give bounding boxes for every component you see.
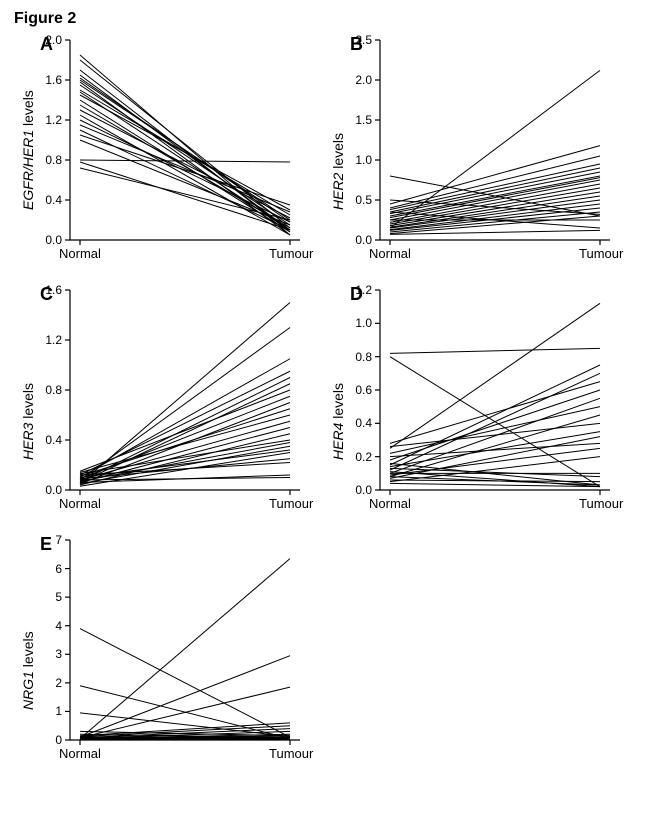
panel-C: CHER3 levels0.00.40.81.21.6NormalTumour bbox=[70, 290, 300, 490]
y-tick-label: 3 bbox=[22, 647, 62, 661]
x-tick-label: Tumour bbox=[269, 246, 313, 261]
figure-container: { "figure_title": "Figure 2", "global": … bbox=[0, 0, 652, 822]
y-tick-label: 0.2 bbox=[332, 450, 372, 464]
plot-area bbox=[70, 540, 300, 740]
y-tick-label: 1.0 bbox=[332, 316, 372, 330]
y-tick-label: 0.5 bbox=[332, 193, 372, 207]
x-tick-label: Tumour bbox=[579, 246, 623, 261]
data-line bbox=[80, 384, 290, 483]
y-tick-label: 1.2 bbox=[332, 283, 372, 297]
y-tick-label: 0.8 bbox=[22, 153, 62, 167]
x-tick-label: Normal bbox=[59, 246, 101, 261]
figure-title: Figure 2 bbox=[14, 10, 76, 28]
y-tick-label: 0.8 bbox=[22, 383, 62, 397]
y-tick-label: 1.6 bbox=[22, 283, 62, 297]
panel-D: DHER4 levels0.00.20.40.60.81.01.2NormalT… bbox=[380, 290, 610, 490]
y-tick-label: 1.6 bbox=[22, 73, 62, 87]
data-line bbox=[80, 559, 290, 739]
x-tick-label: Tumour bbox=[269, 496, 313, 511]
x-tick-label: Normal bbox=[369, 496, 411, 511]
plot-area bbox=[380, 40, 610, 240]
data-line bbox=[80, 421, 290, 480]
y-tick-label: 1.2 bbox=[22, 113, 62, 127]
y-tick-label: 0.4 bbox=[22, 433, 62, 447]
y-tick-label: 1 bbox=[22, 704, 62, 718]
y-tick-label: 2.0 bbox=[332, 73, 372, 87]
data-line bbox=[390, 348, 600, 353]
data-line bbox=[390, 382, 600, 444]
data-line bbox=[80, 428, 290, 483]
y-tick-label: 0.0 bbox=[22, 233, 62, 247]
y-tick-label: 0 bbox=[22, 733, 62, 747]
y-tick-label: 0.4 bbox=[332, 416, 372, 430]
x-tick-label: Tumour bbox=[579, 496, 623, 511]
data-line bbox=[80, 110, 290, 218]
data-line bbox=[390, 212, 600, 232]
data-line bbox=[80, 125, 290, 212]
y-tick-label: 7 bbox=[22, 533, 62, 547]
y-tick-label: 0.0 bbox=[332, 233, 372, 247]
data-line bbox=[80, 70, 290, 232]
data-line bbox=[390, 192, 600, 226]
data-line bbox=[80, 60, 290, 228]
x-tick-label: Tumour bbox=[269, 746, 313, 761]
y-axis-label: NRG1 levels bbox=[20, 631, 36, 710]
y-tick-label: 1.0 bbox=[332, 153, 372, 167]
data-line bbox=[80, 115, 290, 235]
y-tick-label: 1.5 bbox=[332, 113, 372, 127]
y-tick-label: 0.0 bbox=[332, 483, 372, 497]
data-line bbox=[80, 409, 290, 477]
y-tick-label: 0.6 bbox=[332, 383, 372, 397]
y-tick-label: 1.2 bbox=[22, 333, 62, 347]
y-tick-label: 0.8 bbox=[332, 350, 372, 364]
y-tick-label: 0.4 bbox=[22, 193, 62, 207]
data-line bbox=[80, 120, 290, 222]
y-tick-label: 6 bbox=[22, 562, 62, 576]
panel-A: AEGFR/HER1 levels0.00.40.81.21.62.0Norma… bbox=[70, 40, 300, 240]
y-tick-label: 5 bbox=[22, 590, 62, 604]
data-line bbox=[80, 629, 290, 738]
x-tick-label: Normal bbox=[59, 746, 101, 761]
y-tick-label: 4 bbox=[22, 619, 62, 633]
plot-area bbox=[70, 290, 300, 490]
plot-area bbox=[70, 40, 300, 240]
panel-B: BHER2 levels0.00.51.01.52.02.5NormalTumo… bbox=[380, 40, 610, 240]
data-line bbox=[390, 373, 600, 470]
x-tick-label: Normal bbox=[59, 496, 101, 511]
y-tick-label: 0.0 bbox=[22, 483, 62, 497]
data-line bbox=[80, 105, 290, 228]
data-line bbox=[80, 160, 290, 162]
panel-E: ENRG1 levels01234567NormalTumour bbox=[70, 540, 300, 740]
y-tick-label: 2 bbox=[22, 676, 62, 690]
y-tick-label: 2.0 bbox=[22, 33, 62, 47]
plot-area bbox=[380, 290, 610, 490]
x-tick-label: Normal bbox=[369, 246, 411, 261]
y-tick-label: 2.5 bbox=[332, 33, 372, 47]
data-line bbox=[80, 85, 290, 225]
